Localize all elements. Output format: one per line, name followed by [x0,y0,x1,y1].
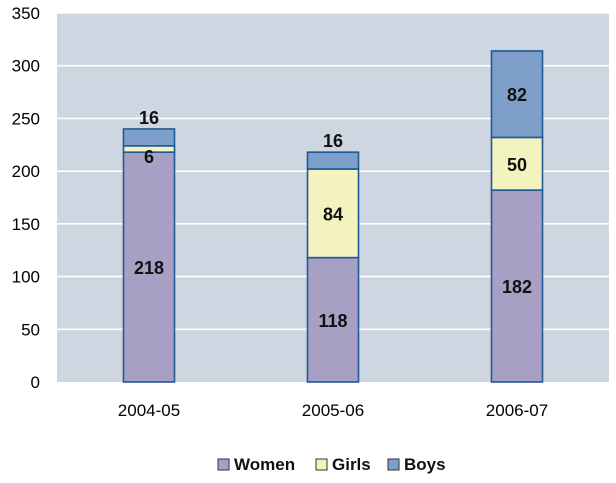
y-tick-label: 50 [21,320,40,339]
data-labels: 218 6 16 118 84 16 182 50 82 [134,85,532,331]
legend-label-boys: Boys [404,455,446,474]
x-tick-label: 2004-05 [118,401,180,420]
data-label: 82 [507,85,527,105]
bar-segment-boys [122,128,176,147]
bars [122,50,544,383]
y-tick-label: 300 [12,57,40,76]
x-tick-label: 2005-06 [302,401,364,420]
legend-label-girls: Girls [332,455,371,474]
y-tick-label: 0 [31,373,40,392]
legend-label-women: Women [234,455,295,474]
data-label: 6 [144,147,154,167]
y-tick-label: 100 [12,268,40,287]
bar-segment-women [490,189,544,383]
legend-swatch-women [217,458,230,471]
y-axis: 0 50 100 150 200 250 300 350 [12,4,40,392]
legend-swatch-girls [315,458,328,471]
y-tick-label: 200 [12,162,40,181]
y-tick-label: 150 [12,215,40,234]
data-label: 218 [134,258,164,278]
x-axis: 2004-05 2005-06 2006-07 [118,401,548,420]
bar-segment-boys [490,50,544,139]
data-label: 16 [323,131,343,151]
bar-segment-girls [306,168,360,259]
data-label: 84 [323,204,343,224]
data-label: 182 [502,277,532,297]
y-tick-label: 350 [12,4,40,23]
data-label: 16 [139,108,159,128]
legend: Women Girls Boys [217,455,446,474]
x-tick-label: 2006-07 [486,401,548,420]
legend-swatch-boys [387,458,400,471]
data-label: 50 [507,155,527,175]
y-tick-label: 250 [12,109,40,128]
data-label: 118 [318,311,347,331]
bar-segment-boys [306,151,360,170]
